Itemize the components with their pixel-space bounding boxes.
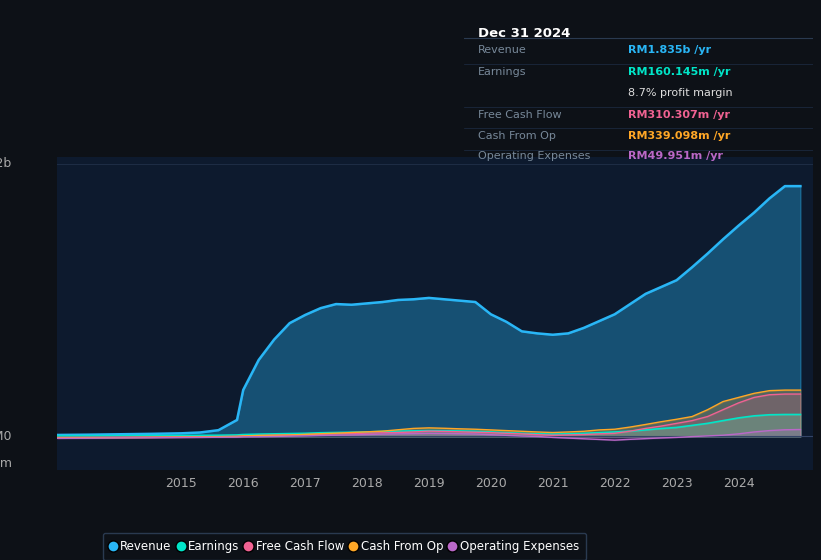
Text: RM49.951m /yr: RM49.951m /yr <box>628 151 722 161</box>
Legend: Revenue, Earnings, Free Cash Flow, Cash From Op, Operating Expenses: Revenue, Earnings, Free Cash Flow, Cash … <box>103 533 586 560</box>
Text: RM310.307m /yr: RM310.307m /yr <box>628 110 730 120</box>
Text: RM160.145m /yr: RM160.145m /yr <box>628 67 731 77</box>
Text: Dec 31 2024: Dec 31 2024 <box>478 27 571 40</box>
Text: Free Cash Flow: Free Cash Flow <box>478 110 562 120</box>
Text: -RM200m: -RM200m <box>0 457 12 470</box>
Text: Cash From Op: Cash From Op <box>478 131 556 141</box>
Text: RM1.835b /yr: RM1.835b /yr <box>628 45 711 55</box>
Text: RM339.098m /yr: RM339.098m /yr <box>628 131 730 141</box>
Text: Earnings: Earnings <box>478 67 526 77</box>
Text: RM2b: RM2b <box>0 157 12 170</box>
Text: Operating Expenses: Operating Expenses <box>478 151 590 161</box>
Text: Revenue: Revenue <box>478 45 526 55</box>
Text: RM0: RM0 <box>0 430 12 443</box>
Text: 8.7% profit margin: 8.7% profit margin <box>628 88 732 98</box>
